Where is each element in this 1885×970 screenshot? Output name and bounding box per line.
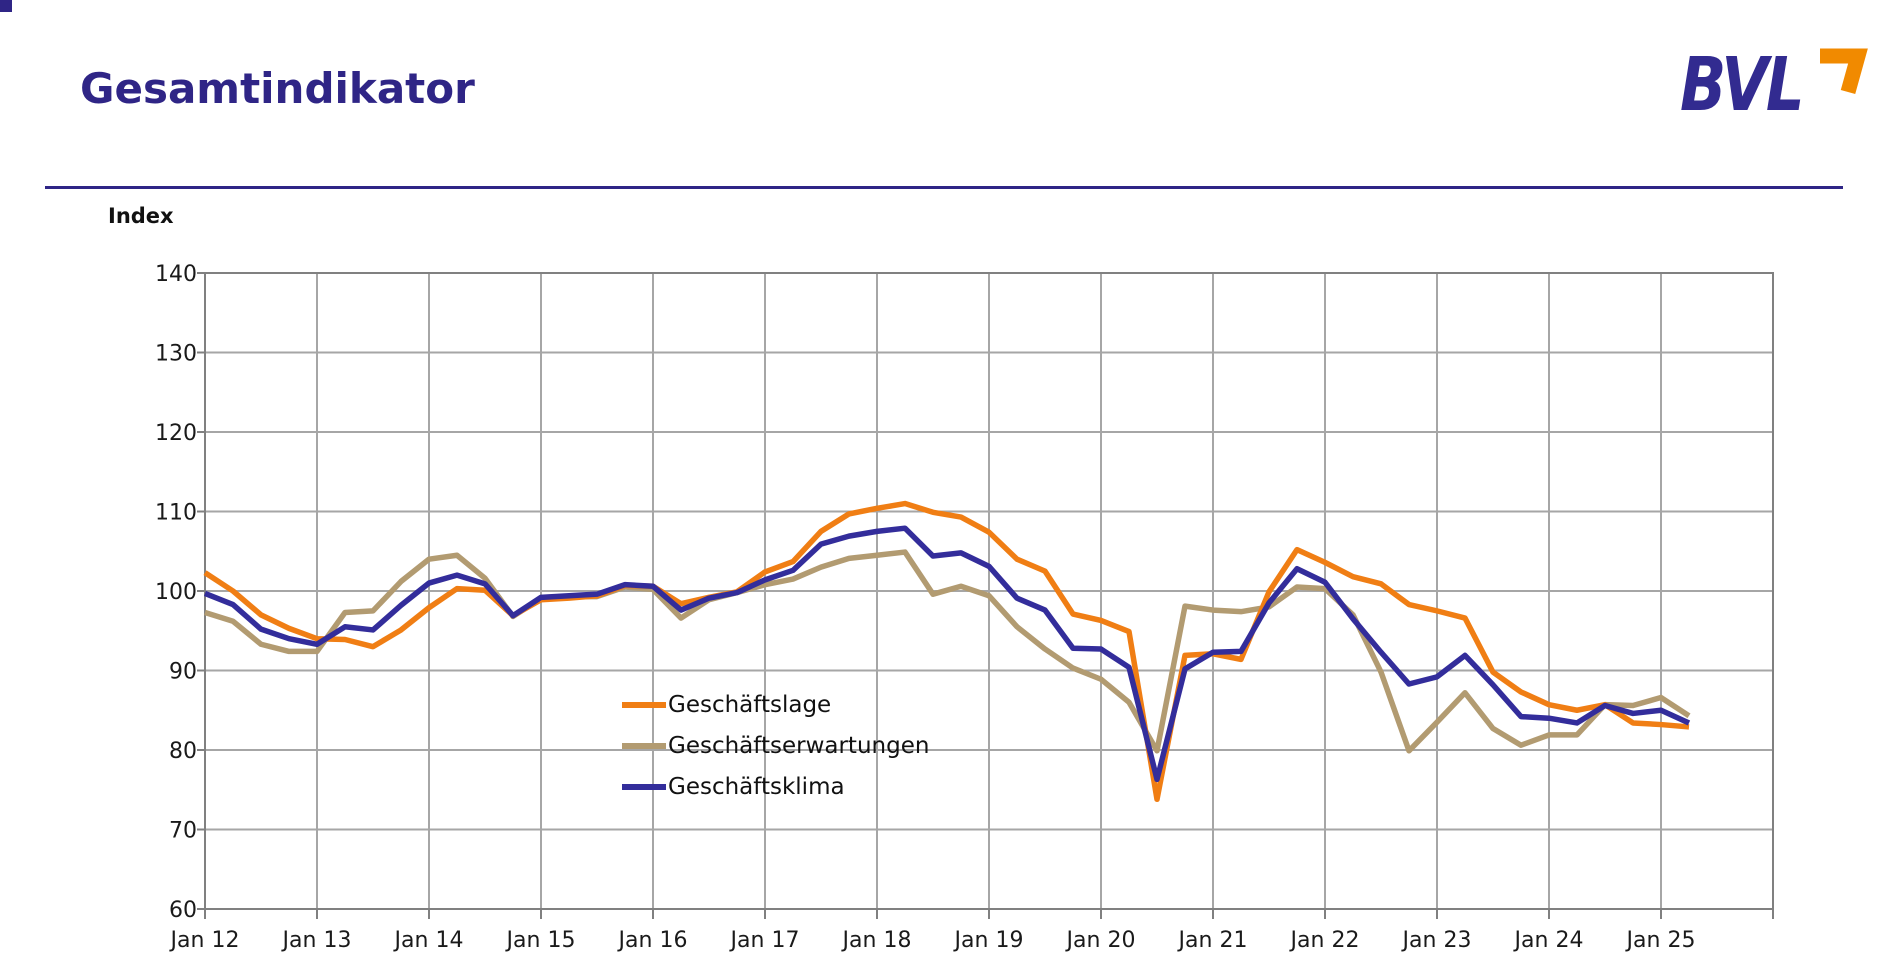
legend-item-geschaeftserwartungen: Geschäftserwartungen [622,725,929,766]
series-line-geschäftslage [203,500,1690,803]
y-tick-label: 110 [155,501,197,526]
x-tick-label: Jan 17 [729,928,800,953]
x-tick-label: Jan 24 [1513,928,1584,953]
y-tick-label: 90 [169,660,197,685]
legend-swatch-geschaeftslage [622,701,666,708]
y-tick-label: 140 [155,262,197,287]
legend-label-geschaeftserwartungen: Geschäftserwartungen [668,732,930,759]
y-tick-label: 120 [155,421,197,446]
x-tick-label: Jan 20 [1065,928,1136,953]
x-tick-label: Jan 25 [1625,928,1696,953]
y-tick-label: 70 [169,819,197,844]
legend-swatch-geschaeftsklima [622,783,666,790]
x-tick-label: Jan 16 [617,928,688,953]
chart-legend: Geschäftslage Geschäftserwartungen Gesch… [622,684,929,807]
bvl-logo-arrow-icon [1820,48,1868,95]
x-tick-label: Jan 18 [841,928,912,953]
legend-item-geschaeftsklima: Geschäftsklima [622,766,929,807]
x-tick-label: Jan 13 [281,928,352,953]
x-tick-label: Jan 23 [1401,928,1472,953]
series-line-geschäftserwartungen [204,549,1691,754]
legend-label-geschaeftsklima: Geschäftsklima [668,773,845,800]
y-tick-label: 60 [169,898,197,923]
x-tick-label: Jan 22 [1289,928,1360,953]
title-underline [45,186,1843,189]
x-tick-label: Jan 12 [169,928,240,953]
x-tick-label: Jan 15 [505,928,576,953]
x-tick-label: Jan 19 [953,928,1024,953]
legend-item-geschaeftslage: Geschäftslage [622,684,929,725]
legend-label-geschaeftslage: Geschäftslage [668,691,832,718]
bvl-logo: BVL [1680,38,1870,133]
y-tick-label: 130 [155,342,197,367]
plot-border [204,272,1774,910]
y-axis-title: Index [108,204,174,228]
x-tick-label: Jan 21 [1177,928,1248,953]
legend-swatch-geschaeftserwartungen [622,742,666,749]
bvl-logo-text: BVL [1680,42,1804,128]
x-tick-label: Jan 14 [393,928,464,953]
y-tick-label: 80 [169,739,197,764]
page-title: Gesamtindikator [80,64,475,113]
y-tick-label: 100 [155,580,197,605]
series-line-geschäftsklima [203,525,1691,783]
corner-square-decoration [0,0,12,12]
